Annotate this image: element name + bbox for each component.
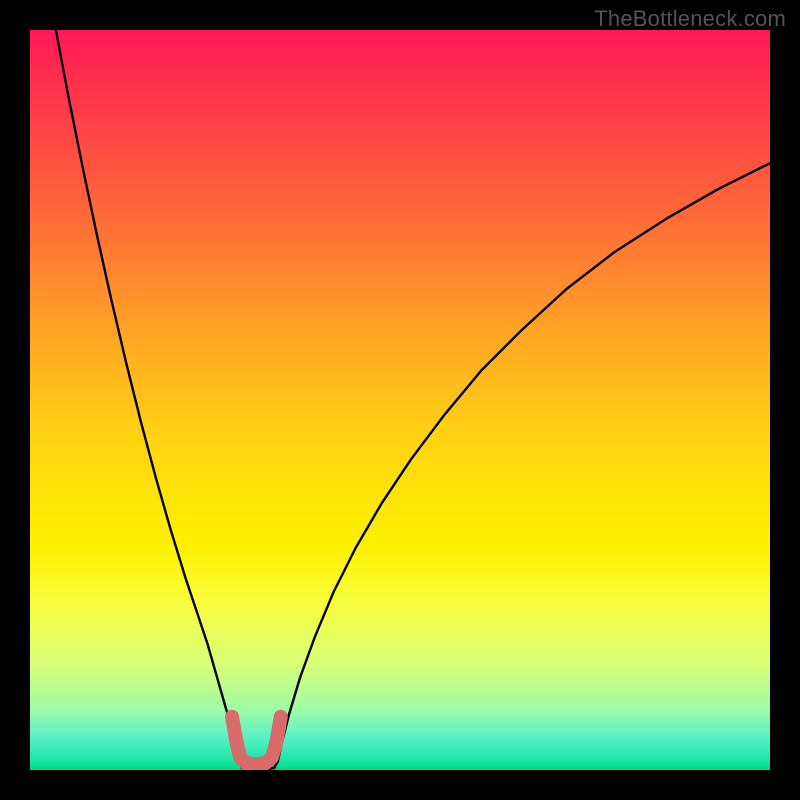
watermark-text: TheBottleneck.com (594, 6, 786, 32)
curve-layer (30, 30, 770, 770)
plot-frame (0, 0, 800, 800)
plot-area (30, 30, 770, 770)
chart-container: TheBottleneck.com (0, 0, 800, 800)
bottleneck-curve (56, 30, 770, 770)
optimal-zone-highlight (232, 717, 281, 764)
